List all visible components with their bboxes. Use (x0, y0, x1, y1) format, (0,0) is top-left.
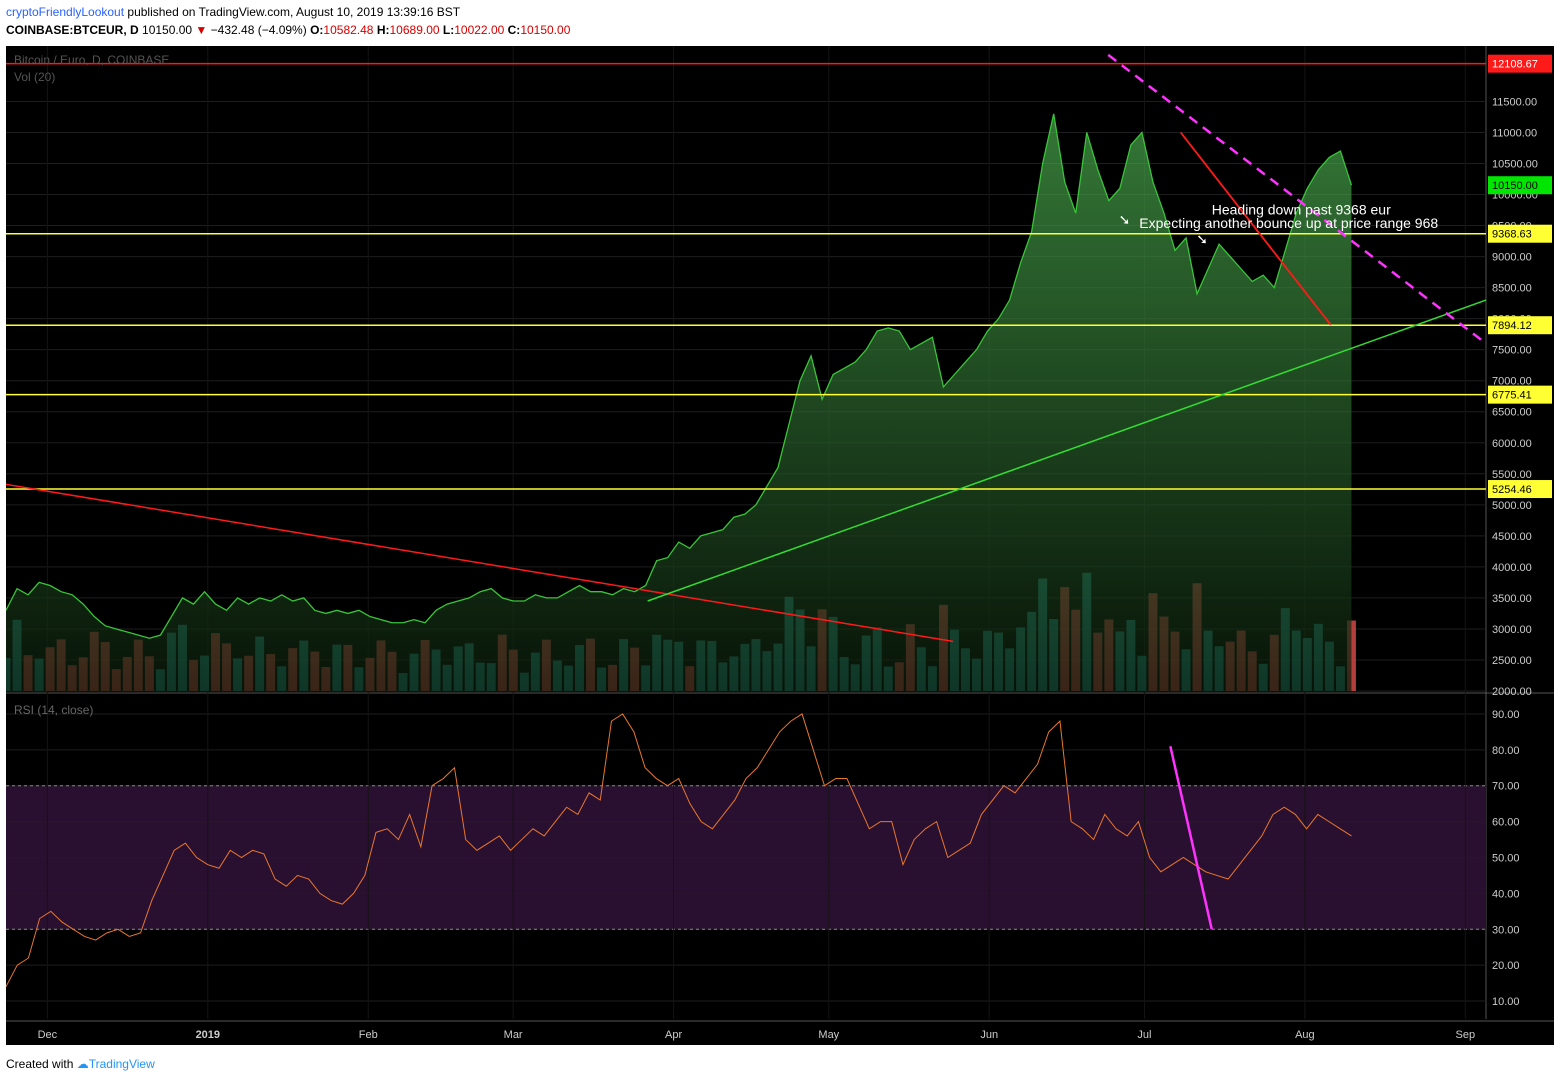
price-level-badge (1488, 316, 1552, 335)
rsi-pane-title: RSI (14, close) (14, 703, 93, 717)
high-value: 10689.00 (389, 23, 440, 37)
price-area-fill (6, 113, 1352, 691)
price-pane-title: Bitcoin / Euro, D, COINBASE (14, 53, 169, 67)
created-with-label: Created with (6, 1057, 74, 1071)
price-tick-label: 4500.00 (1492, 531, 1532, 543)
price-tick-label: 5000.00 (1492, 500, 1532, 512)
price-line (5, 113, 1353, 639)
price-level-label: 6775.41 (1492, 390, 1532, 402)
price-tick-label: 5500.00 (1492, 469, 1532, 481)
open-value: 10582.48 (323, 23, 374, 37)
open-label: O: (310, 23, 324, 37)
price-level-label: 7894.12 (1492, 320, 1532, 332)
rsi-tick-label: 10.00 (1492, 996, 1520, 1008)
price-level-label: 12108.67 (1492, 59, 1538, 71)
annotation-bounce: Expecting another bounce up at price ran… (1139, 215, 1438, 231)
price-change: −432.48 (−4.09%) (210, 23, 307, 37)
price-level-badge (1488, 224, 1552, 243)
time-tick-label: Jul (1137, 1029, 1151, 1041)
price-tick-label: 6000.00 (1492, 438, 1532, 450)
low-label: L: (442, 23, 455, 37)
price-tick-label: 10500.00 (1492, 159, 1538, 171)
time-tick-label: Apr (665, 1029, 682, 1041)
last-price-badge (1488, 176, 1552, 195)
volume-indicator-label: Vol (20) (14, 70, 55, 84)
down-triangle-icon: ▼ (195, 23, 208, 37)
chart-svg[interactable]: 11500.0011000.0010500.0010000.009500.009… (1, 46, 1554, 1045)
rsi-tick-label: 60.00 (1492, 817, 1520, 829)
price-level-label: 5254.46 (1492, 484, 1532, 496)
annotation-heading-down: Heading down past 9368 eur (1212, 201, 1391, 217)
price-tick-label: 9000.00 (1492, 252, 1532, 264)
price-tick-label: 4000.00 (1492, 562, 1532, 574)
time-tick-label: Dec (38, 1029, 58, 1041)
tradingview-brand[interactable]: TradingView (88, 1057, 155, 1071)
price-level-badge (1488, 385, 1552, 404)
chart-canvas[interactable]: 11500.0011000.0010500.0010000.009500.009… (1, 46, 1554, 1045)
rsi-tick-label: 90.00 (1492, 709, 1520, 721)
rsi-tick-label: 80.00 (1492, 745, 1520, 757)
close-label: C: (507, 23, 521, 37)
price-tick-label: 11000.00 (1492, 127, 1537, 139)
pink-channel-line (1107, 53, 1487, 345)
uptrend-line (647, 299, 1487, 602)
price-tick-label: 7500.00 (1492, 345, 1532, 357)
high-label: H: (376, 23, 390, 37)
price-tick-label: 8500.00 (1492, 283, 1532, 295)
rsi-tick-label: 30.00 (1492, 924, 1520, 936)
time-tick-label: Aug (1295, 1029, 1315, 1041)
price-tick-label: 7000.00 (1492, 376, 1532, 388)
time-tick-label: Mar (504, 1029, 523, 1041)
price-level-badge (1488, 480, 1552, 499)
price-tick-label: 11500.00 (1492, 96, 1537, 108)
symbol-label: COINBASE:BTCEUR, D (6, 23, 139, 37)
low-value: 10022.00 (454, 23, 505, 37)
rsi-tick-label: 70.00 (1492, 781, 1520, 793)
price-tick-label: 3500.00 (1492, 593, 1532, 605)
time-tick-label: May (818, 1029, 839, 1041)
time-tick-label: Sep (1456, 1029, 1476, 1041)
publish-header: cryptoFriendlyLookout published on Tradi… (6, 5, 460, 19)
time-tick-label: 2019 (196, 1029, 220, 1041)
footer: Created with ☁TradingView (6, 1057, 155, 1071)
time-tick-label: Jun (980, 1029, 998, 1041)
rsi-tick-label: 50.00 (1492, 853, 1520, 865)
close-value: 10150.00 (520, 23, 571, 37)
price-level-badge (1488, 54, 1552, 73)
annotation-arrow-icon: ➘ (1119, 211, 1131, 227)
last-price-label: 10150.00 (1492, 180, 1538, 192)
price-tick-label: 2500.00 (1492, 655, 1532, 667)
rsi-tick-label: 20.00 (1492, 960, 1520, 972)
tradingview-logo-icon[interactable]: ☁ (76, 1057, 89, 1071)
rsi-divergence-line (1169, 745, 1213, 930)
ohlc-header: COINBASE:BTCEUR, D 10150.00 ▼ −432.48 (−… (6, 23, 570, 37)
last-price: 10150.00 (142, 23, 193, 37)
price-tick-label: 3000.00 (1492, 624, 1532, 636)
rsi-tick-label: 40.00 (1492, 888, 1520, 900)
rsi-line (5, 713, 1352, 987)
time-tick-label: Feb (359, 1029, 378, 1041)
publish-info: published on TradingView.com, August 10,… (127, 5, 461, 19)
price-level-label: 9368.63 (1492, 229, 1532, 241)
short-downtrend-line (1179, 131, 1332, 326)
price-tick-label: 6500.00 (1492, 407, 1532, 419)
author-link[interactable]: cryptoFriendlyLookout (6, 5, 125, 19)
long-downtrend-line (5, 483, 954, 643)
annotation-arrow-icon: ➘ (1196, 231, 1208, 247)
price-tick-label: 2000.00 (1492, 686, 1532, 698)
